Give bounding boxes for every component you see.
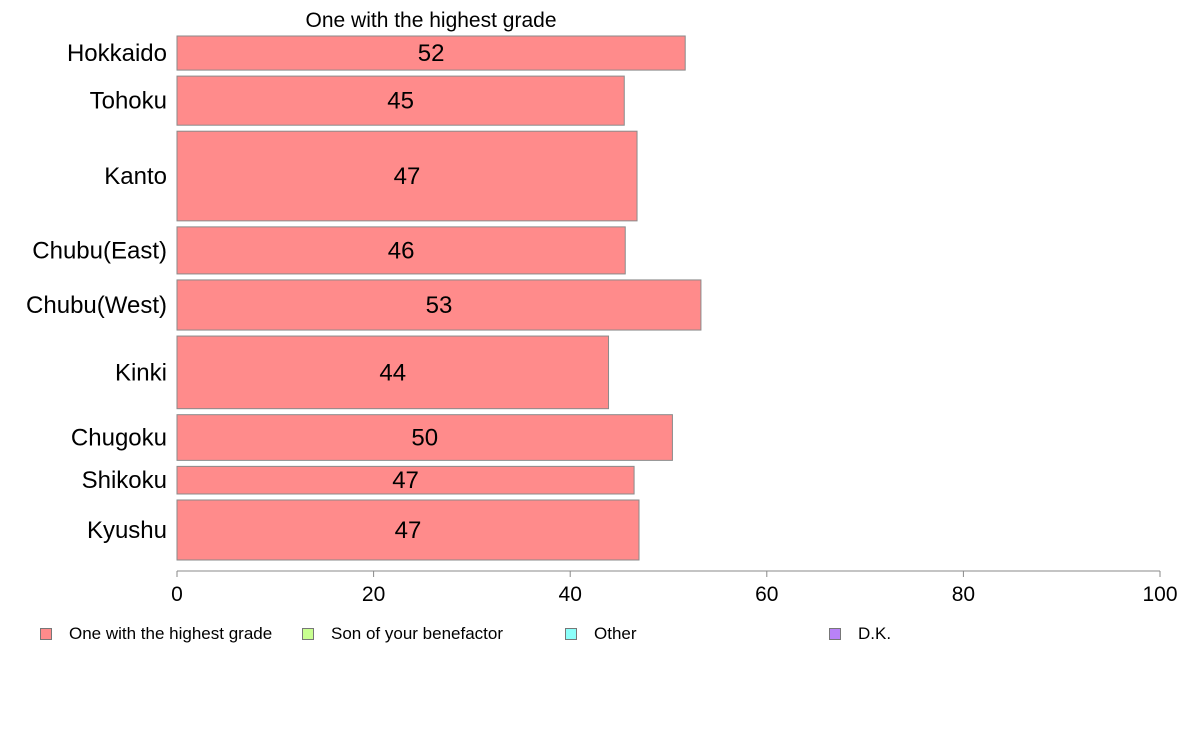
x-tick-label: 60 xyxy=(755,583,778,606)
chart-title: One with the highest grade xyxy=(306,9,557,32)
data-label: 52 xyxy=(418,40,445,67)
x-tick-label: 20 xyxy=(362,583,385,606)
legend: One with the highest grade Son of your b… xyxy=(0,624,1188,646)
data-label: 44 xyxy=(379,359,406,386)
category-label: Shikoku xyxy=(82,467,167,494)
bar-kyushu xyxy=(176,499,640,561)
category-label: Kinki xyxy=(115,359,167,386)
legend-swatch xyxy=(829,628,841,640)
bar-hokkaido xyxy=(176,35,686,71)
data-label: 46 xyxy=(388,237,415,264)
bar-chubu-west xyxy=(176,279,702,331)
category-label: Kyushu xyxy=(87,517,167,544)
legend-item-other: Other xyxy=(565,624,637,644)
category-labels: Hokkaido Tohoku Kanto Chubu(East) Chubu(West… xyxy=(26,40,167,544)
legend-label: Other xyxy=(594,624,637,643)
data-label: 50 xyxy=(411,425,438,452)
data-label: 45 xyxy=(387,88,414,115)
category-label: Kanto xyxy=(104,163,167,190)
bar-tohoku xyxy=(176,75,625,126)
legend-item-dk: D.K. xyxy=(829,624,891,644)
legend-swatch xyxy=(40,628,52,640)
data-label: 53 xyxy=(426,292,453,319)
bar-kanto xyxy=(176,130,638,222)
category-label: Chugoku xyxy=(71,425,167,452)
legend-swatch xyxy=(565,628,577,640)
legend-label: D.K. xyxy=(858,624,892,643)
legend-label: Son of your benefactor xyxy=(331,624,504,643)
data-label: 47 xyxy=(394,163,421,190)
category-label: Chubu(East) xyxy=(32,237,167,264)
legend-swatch xyxy=(302,628,314,640)
x-tick-label: 40 xyxy=(559,583,582,606)
legend-label: One with the highest grade xyxy=(69,624,273,643)
x-tick-label: 100 xyxy=(1142,583,1177,606)
legend-item-son-of-benefactor: Son of your benefactor xyxy=(302,624,503,644)
bar-kinki xyxy=(176,335,610,410)
x-axis: 0 20 40 60 80 100 xyxy=(171,570,1178,606)
x-tick-label: 0 xyxy=(171,583,183,606)
bar-chugoku xyxy=(176,414,673,461)
category-label: Chubu(West) xyxy=(26,292,167,319)
bar-shikoku xyxy=(176,465,635,495)
category-label: Hokkaido xyxy=(67,40,167,67)
x-tick-label: 80 xyxy=(952,583,975,606)
bar-chubu-east xyxy=(176,226,626,275)
category-label: Tohoku xyxy=(90,88,167,115)
data-label: 47 xyxy=(395,517,422,544)
legend-item-highest-grade: One with the highest grade xyxy=(40,624,272,644)
data-label: 47 xyxy=(392,467,419,494)
